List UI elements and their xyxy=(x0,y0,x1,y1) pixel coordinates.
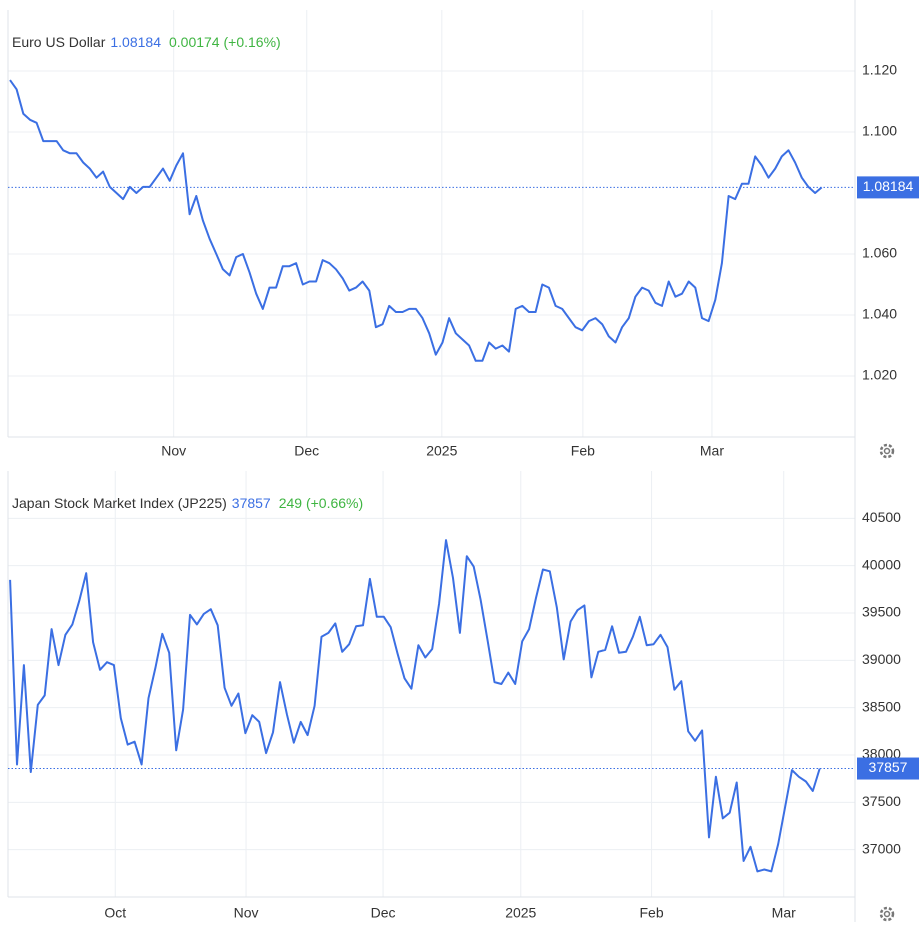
x-tick-label: Dec xyxy=(294,443,319,459)
y-tick-label: 38500 xyxy=(862,698,901,714)
y-tick-label: 37500 xyxy=(862,793,901,809)
y-tick-label: 39500 xyxy=(862,604,901,620)
y-tick-label: 1.120 xyxy=(862,62,897,78)
y-tick-label: 40500 xyxy=(862,509,901,525)
change: 249 (+0.66%) xyxy=(279,495,363,511)
y-tick-label: 40000 xyxy=(862,556,901,572)
price-line xyxy=(9,539,821,873)
last-price-box xyxy=(857,757,919,780)
x-tick-label: Oct xyxy=(104,905,126,921)
change: 0.00174 (+0.16%) xyxy=(169,34,281,50)
chart-header: Euro US Dollar 1.08184 0.00174 (+0.16%) xyxy=(12,34,281,50)
chart-title: Japan Stock Market Index (JP225) xyxy=(12,495,227,511)
chart-title: Euro US Dollar xyxy=(12,34,106,50)
chart-header: Japan Stock Market Index (JP225) 37857 249… xyxy=(12,495,363,511)
y-tick-label: 39000 xyxy=(862,651,901,667)
y-tick-label: 1.020 xyxy=(862,367,897,383)
x-tick-label: Feb xyxy=(639,905,663,921)
x-tick-label: Mar xyxy=(772,905,796,921)
price: 37857 xyxy=(232,495,271,511)
x-tick-label: Feb xyxy=(571,443,595,459)
y-tick-label: 37000 xyxy=(862,840,901,856)
x-tick-label: 2025 xyxy=(426,443,457,459)
last-price-box xyxy=(857,176,919,199)
settings-icon[interactable] xyxy=(879,443,895,459)
x-tick-label: Nov xyxy=(234,905,259,921)
x-tick-label: Dec xyxy=(371,905,396,921)
x-tick-label: Nov xyxy=(161,443,186,459)
price: 1.08184 xyxy=(110,34,161,50)
y-tick-label: 1.100 xyxy=(862,123,897,139)
price-line xyxy=(9,79,823,362)
last-price-label: 37857 xyxy=(869,759,908,775)
y-tick-label: 1.060 xyxy=(862,245,897,261)
settings-icon[interactable] xyxy=(879,906,895,922)
x-tick-label: Mar xyxy=(700,443,724,459)
y-tick-label: 1.040 xyxy=(862,306,897,322)
x-tick-label: 2025 xyxy=(505,905,536,921)
last-price-label: 1.08184 xyxy=(863,178,914,194)
